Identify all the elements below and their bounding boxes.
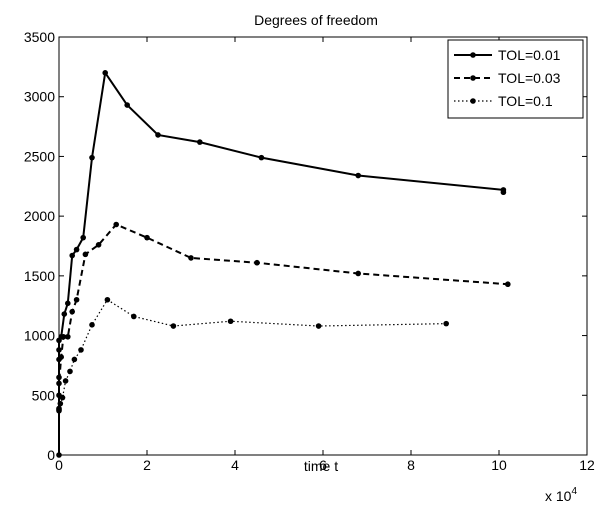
data-point (57, 400, 64, 407)
legend-marker (470, 75, 476, 81)
legend-label: TOL=0.1 (498, 93, 553, 109)
y-tick-label: 3000 (24, 89, 55, 105)
legend-marker (470, 52, 476, 58)
data-point (258, 154, 265, 161)
data-point (65, 300, 71, 307)
data-point (73, 246, 80, 253)
x-tick-label: 6 (319, 457, 327, 473)
data-point (443, 320, 450, 327)
data-point (144, 234, 150, 241)
data-point (69, 252, 75, 259)
data-point (56, 452, 62, 458)
x-tick-label: 4 (231, 457, 239, 473)
legend-marker (470, 98, 476, 104)
data-point (73, 296, 80, 303)
data-point (71, 356, 78, 363)
data-point (67, 368, 73, 375)
data-point (104, 296, 111, 303)
x-tick-label: 12 (579, 457, 595, 473)
data-point (61, 311, 68, 317)
x-tick-label: 8 (407, 457, 415, 473)
data-point (56, 380, 62, 387)
series-solid (56, 70, 507, 458)
data-point (62, 378, 69, 384)
data-point (500, 189, 507, 196)
data-point (82, 251, 89, 258)
series-layer (56, 70, 511, 458)
series-dashed (56, 221, 511, 413)
data-point (89, 322, 95, 328)
data-point (59, 394, 66, 401)
data-point (80, 234, 86, 241)
data-point (254, 259, 260, 266)
y-tick-label: 2500 (24, 148, 55, 164)
data-point (78, 347, 84, 353)
data-point (69, 308, 75, 315)
data-point (227, 318, 234, 325)
series-dotted (56, 296, 450, 412)
x-tick-label: 0 (55, 457, 63, 473)
data-point (65, 333, 71, 340)
legend-label: TOL=0.03 (498, 70, 561, 86)
y-tick-label: 1000 (24, 328, 55, 344)
data-point (95, 242, 102, 248)
legend-box (447, 39, 584, 119)
legend-label: TOL=0.01 (498, 47, 561, 63)
data-point (155, 132, 161, 138)
data-point (60, 333, 67, 340)
x-axis: 0 2 4 6 8 10 12 (55, 37, 595, 473)
data-point (58, 354, 64, 360)
y-tick-label: 0 (47, 447, 55, 463)
data-point (170, 323, 177, 329)
x-axis-label: time t (304, 458, 338, 474)
y-axis: 0 500 1000 1500 2000 2500 3000 3500 (24, 29, 587, 463)
data-point (355, 270, 362, 277)
data-point (113, 221, 119, 228)
x-multiplier-base: x 10 (545, 488, 572, 504)
data-point (315, 323, 322, 329)
y-tick-label: 2000 (24, 208, 55, 224)
series-line (58, 70, 505, 455)
data-point (197, 139, 203, 145)
x-multiplier-label: x 104 (545, 486, 577, 504)
data-point (124, 102, 130, 108)
y-tick-label: 1500 (24, 268, 55, 284)
x-tick-label: 10 (491, 457, 507, 473)
data-point (102, 70, 108, 76)
data-point (56, 405, 62, 412)
legend: TOL=0.01 TOL=0.03 TOL=0.1 (447, 39, 584, 119)
data-point (56, 347, 62, 353)
data-point (355, 172, 362, 179)
x-multiplier-exponent: 4 (571, 486, 577, 497)
data-point (89, 154, 95, 161)
y-tick-label: 3500 (24, 29, 55, 45)
chart-title: Degrees of freedom (254, 12, 378, 28)
data-point (505, 281, 511, 288)
data-point (188, 255, 194, 261)
x-tick-label: 2 (143, 457, 151, 473)
data-point (131, 313, 137, 320)
series-line (58, 298, 447, 409)
y-tick-label: 500 (32, 387, 56, 403)
